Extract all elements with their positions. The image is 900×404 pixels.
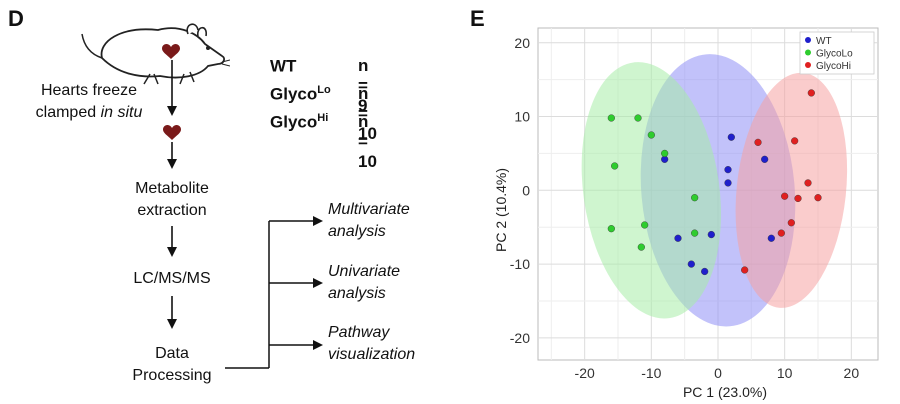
point-glycohi — [741, 266, 749, 274]
point-glycohi — [804, 179, 812, 187]
output-multivariate-line2: analysis — [328, 223, 386, 240]
point-glycolo — [607, 114, 615, 122]
point-glycolo — [637, 243, 645, 251]
x-axis-label: PC 1 (23.0%) — [683, 384, 767, 400]
point-wt — [727, 133, 735, 141]
output-multivariate: Multivariate analysis — [328, 199, 410, 243]
y-tick-label: -20 — [510, 330, 530, 346]
heart-icon — [162, 44, 180, 59]
ellipse-glycohi — [735, 72, 848, 308]
flow-arrow-4 — [167, 296, 177, 329]
chart-ticks: -20 -10 0 10 20 -20 -10 0 10 20 — [510, 35, 860, 381]
y-tick-label: -10 — [510, 256, 530, 272]
group-row-glycolo: GlycoLo n = 10 — [270, 84, 377, 143]
step-hearts-line1: Hearts freeze — [40, 82, 138, 99]
point-glycolo — [691, 229, 699, 237]
output-univariate-line2: analysis — [328, 285, 386, 302]
step-hearts-prefix: clamped — [35, 104, 101, 121]
flow-arrow-1 — [167, 60, 177, 116]
group-name: Glyco — [270, 112, 318, 132]
x-tick-label: -20 — [575, 365, 595, 381]
legend-marker — [805, 49, 811, 56]
step-lcms: LC/MS/MS — [133, 270, 211, 287]
step-processing-line2: Processing — [132, 367, 212, 384]
output-multivariate-line1: Multivariate — [328, 201, 410, 218]
point-wt — [701, 267, 709, 276]
legend-marker — [805, 37, 811, 43]
point-glycolo — [691, 194, 699, 202]
chart-ellipses — [581, 54, 848, 327]
group-n: n = 9 — [358, 56, 369, 115]
point-glycolo — [607, 225, 615, 233]
step-extraction: Metabolite extraction — [112, 178, 232, 222]
group-n: n = 10 — [358, 112, 377, 171]
chart-points — [607, 89, 822, 276]
point-glycohi — [807, 89, 815, 97]
output-pathway-line2: visualization — [328, 346, 416, 363]
point-wt — [761, 155, 769, 163]
step-hearts-italic: in situ — [100, 104, 143, 121]
point-wt — [707, 230, 715, 239]
flow-arrow-2 — [167, 142, 177, 169]
point-glycolo — [661, 149, 669, 158]
point-wt — [687, 260, 695, 268]
group-sup: Hi — [317, 112, 329, 124]
panel-letter-e: E — [470, 6, 485, 31]
point-glycolo — [647, 131, 655, 139]
mouse-icon — [81, 23, 230, 85]
output-univariate-line1: Univariate — [328, 263, 401, 280]
ellipse-glycolo — [581, 62, 722, 319]
group-table: WT n = 9 GlycoLo n = 10 GlycoHi n = 10 — [270, 56, 377, 171]
x-tick-label: 10 — [777, 365, 793, 381]
group-name: WT — [270, 56, 297, 76]
point-glycohi — [777, 229, 785, 237]
flow-arrow-3 — [167, 226, 177, 257]
point-wt — [724, 166, 732, 174]
panel-letter-d: D — [8, 6, 24, 31]
y-tick-label: 10 — [514, 109, 530, 125]
x-tick-label: -10 — [641, 365, 661, 381]
step-processing-line1: Data — [155, 345, 189, 362]
y-tick-label: 0 — [522, 182, 530, 198]
output-pathway: Pathway visualization — [328, 322, 415, 366]
point-wt — [724, 179, 732, 187]
step-extraction-line1: Metabolite — [135, 180, 209, 197]
x-tick-label: 0 — [714, 365, 722, 381]
pca-scatter-chart: -20 -10 0 10 20 -20 -10 0 10 20 PC 1 (23.0%) PC 2… — [493, 27, 879, 400]
point-wt — [767, 234, 775, 242]
step-hearts-line2: clamped in situ — [14, 102, 164, 124]
legend-label: GlycoLo — [816, 49, 853, 60]
point-glycolo — [634, 114, 642, 122]
heart-icon-2 — [163, 125, 181, 140]
step-extraction-line2: extraction — [137, 202, 207, 219]
y-axis-label: PC 2 (10.4%) — [493, 168, 509, 252]
group-n: n = 10 — [358, 84, 377, 143]
step-hearts: Hearts freeze clamped in situ — [14, 80, 164, 124]
legend-label: WT — [816, 36, 832, 47]
point-glycohi — [814, 194, 822, 202]
point-glycolo — [641, 221, 649, 229]
point-glycohi — [794, 194, 802, 203]
output-pathway-line1: Pathway — [328, 324, 390, 341]
point-wt — [674, 234, 682, 242]
legend-label: GlycoHi — [816, 61, 851, 72]
output-bracket — [225, 216, 323, 369]
output-univariate: Univariate analysis — [328, 261, 400, 305]
group-name: Glyco — [270, 84, 318, 104]
y-tick-label: 20 — [514, 35, 530, 51]
point-glycohi — [781, 192, 789, 200]
point-glycolo — [611, 162, 619, 170]
step-processing: Data Processing — [112, 343, 232, 387]
point-glycohi — [754, 138, 762, 146]
point-glycohi — [787, 219, 795, 227]
legend-box — [799, 31, 875, 75]
x-tick-label: 20 — [844, 365, 860, 381]
legend-marker — [805, 62, 811, 68]
group-sup: Lo — [317, 84, 331, 96]
point-glycohi — [791, 137, 799, 145]
group-row-wt: WT n = 9 — [270, 56, 368, 115]
group-row-glycohi: GlycoHi n = 10 — [270, 112, 377, 171]
